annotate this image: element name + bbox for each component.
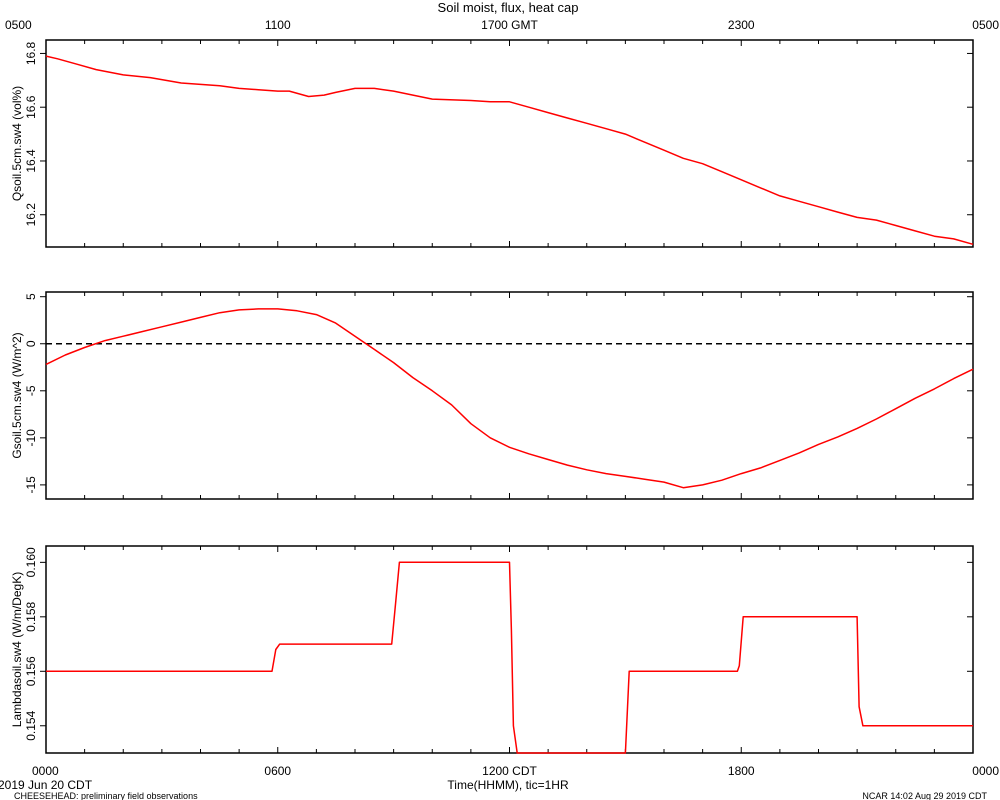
bottom-tick-label: 1800	[728, 764, 755, 778]
plot-frame	[45, 39, 974, 248]
soil-heat-flux-panel: -15 -10 -5 0 5 Gsoil.5cm.sw4 (W/m^2)	[10, 291, 974, 500]
plot-frame	[45, 291, 974, 500]
bottom-tick-label: 1200 CDT	[482, 764, 537, 778]
y-tick-label: 16.6	[24, 95, 38, 119]
soil-moisture-panel: 16.2 16.4 16.6 16.8 Qsoil.5cm.sw4 (vol%)	[10, 39, 974, 248]
y-tick-label: 0.154	[24, 710, 38, 740]
y-tick-label: 0	[24, 340, 38, 347]
footer-left-note: CHEESEHEAD: preliminary field observatio…	[14, 791, 198, 800]
series-line	[45, 55, 974, 246]
y-tick-label: -5	[24, 385, 38, 396]
y-axis-label: Gsoil.5cm.sw4 (W/m^2)	[10, 332, 24, 458]
x-axis-label: Time(HHMM), tic=1HR	[447, 778, 569, 792]
footer-date: 2019 Jun 20 CDT	[0, 778, 93, 792]
y-axis-label: Qsoil.5cm.sw4 (vol%)	[10, 86, 24, 201]
bottom-tick-label: 0600	[264, 764, 291, 778]
top-tick-label: 1700 GMT	[481, 18, 538, 32]
series-line	[46, 561, 973, 754]
series-line	[45, 308, 974, 489]
y-tick-label: 16.8	[24, 41, 38, 65]
top-tick-label: 2300	[728, 18, 755, 32]
chart-title: Soil moist, flux, heat cap	[438, 0, 579, 15]
bottom-tick-label: 0000	[32, 764, 59, 778]
y-tick-label: 0.158	[24, 601, 38, 631]
bottom-tick-label: 0000	[972, 764, 999, 778]
top-axis-labels: 0500 1100 1700 GMT 2300 0500	[5, 18, 999, 32]
y-tick-label: 16.2	[24, 203, 38, 227]
y-tick-label: 0.156	[24, 656, 38, 686]
y-tick-label: 16.4	[24, 149, 38, 173]
y-tick-label: 5	[24, 293, 38, 300]
top-tick-label: 0500	[5, 18, 32, 32]
y-tick-label: 0.160	[24, 547, 38, 577]
y-tick-label: -15	[24, 476, 38, 494]
top-tick-label: 1100	[265, 18, 291, 32]
footer-right-note: NCAR 14:02 Aug 29 2019 CDT	[862, 791, 987, 800]
top-tick-label: 0500	[972, 18, 999, 32]
bottom-axis-labels: 0000 0600 1200 CDT 1800 0000	[32, 764, 999, 778]
y-axis-label: Lambdasoil.sw4 (W/m/DegK)	[10, 572, 24, 727]
y-tick-label: -10	[24, 429, 38, 447]
